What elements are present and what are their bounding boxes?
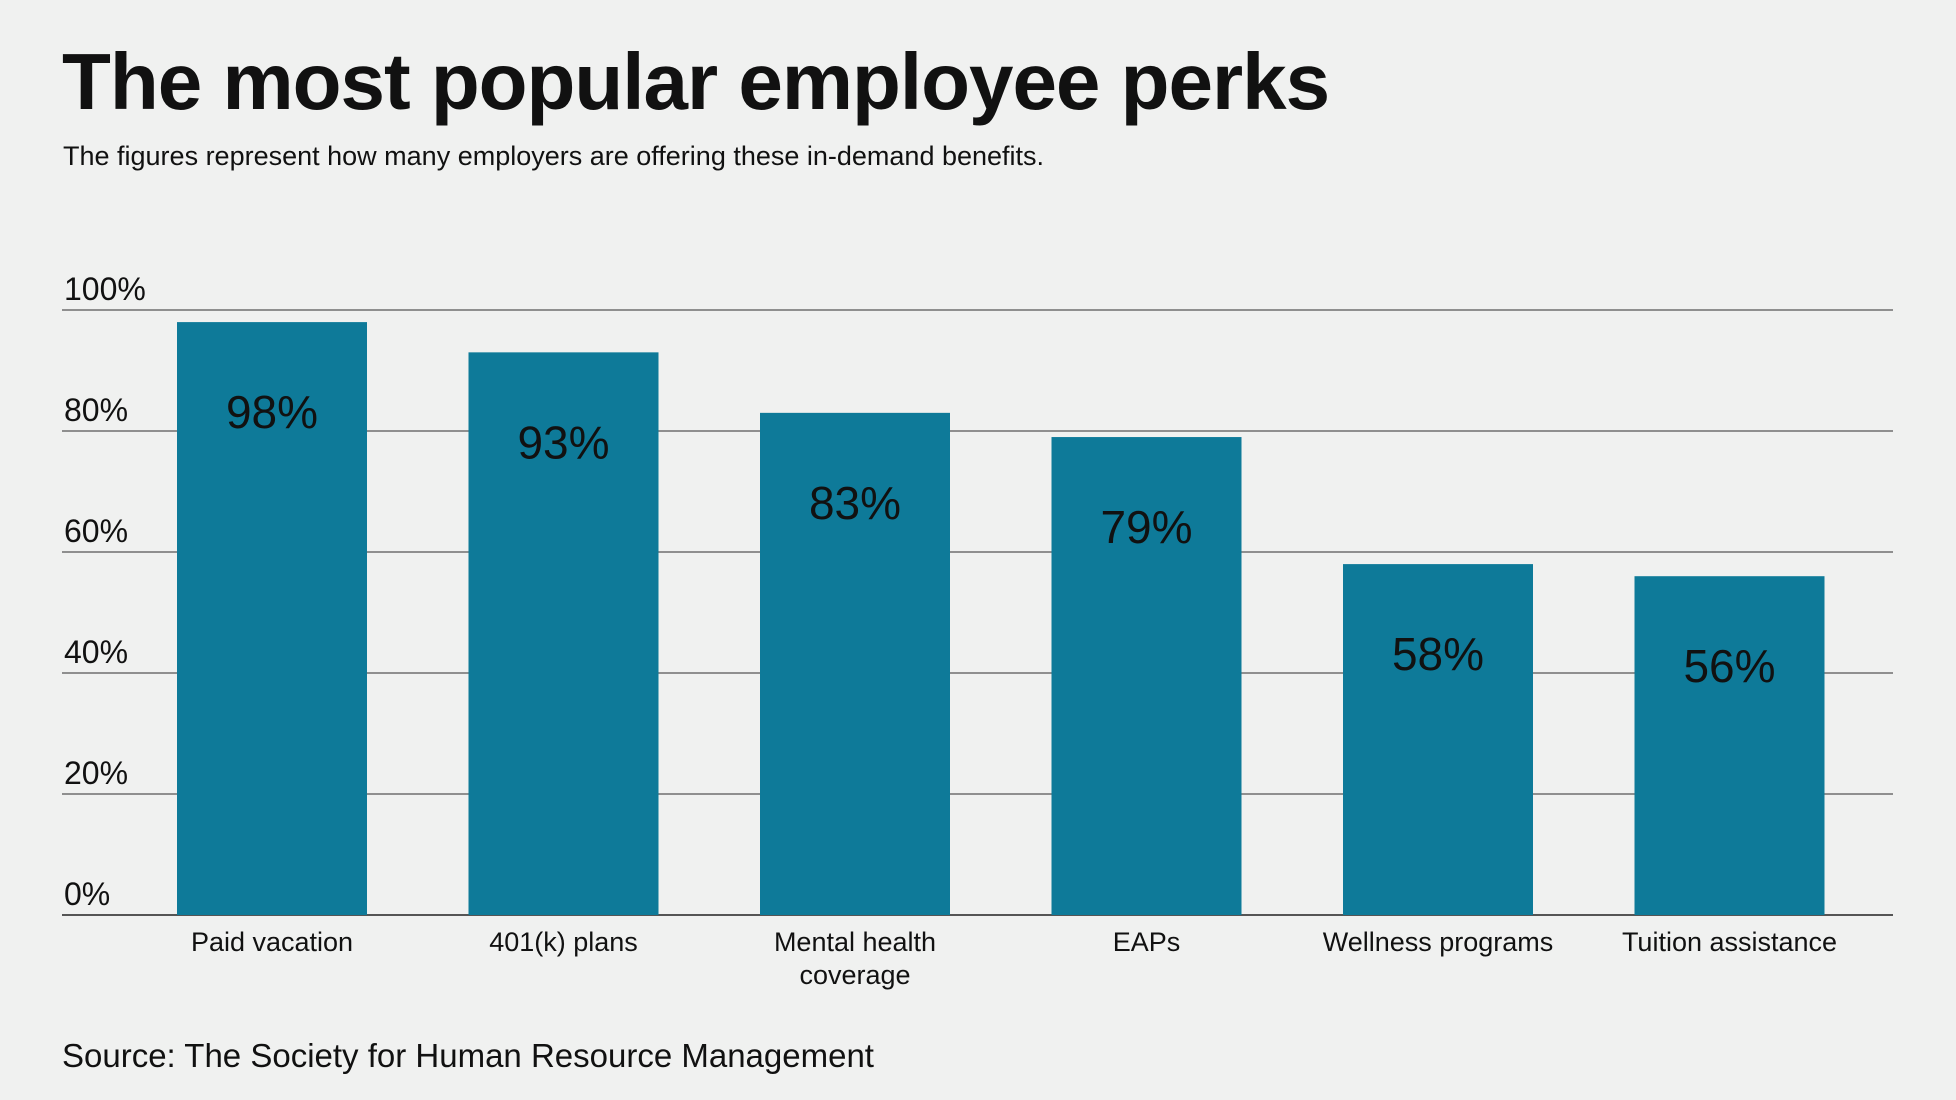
y-tick-label: 100% [64, 271, 146, 307]
data-label: 93% [517, 416, 609, 468]
y-tick-label: 20% [64, 755, 128, 791]
data-label: 79% [1100, 501, 1192, 553]
bar [760, 412, 950, 915]
category-label: 401(k) plans [489, 927, 638, 957]
bar [1051, 437, 1242, 915]
category-label: Wellness programs [1323, 927, 1554, 957]
data-label: 98% [226, 386, 318, 438]
bar [1343, 564, 1533, 915]
data-label: 56% [1683, 640, 1775, 692]
data-label: 58% [1392, 628, 1484, 680]
bar [1634, 576, 1825, 915]
chart-subtitle: The figures represent how many employers… [63, 141, 1045, 171]
chart-title: The most popular employee perks [62, 37, 1330, 126]
bar [468, 352, 659, 916]
category-label: Mental health [774, 927, 936, 957]
category-label: Paid vacation [191, 927, 353, 957]
y-tick-label: 0% [64, 876, 110, 912]
y-tick-label: 40% [64, 634, 128, 670]
y-tick-label: 80% [64, 392, 128, 428]
y-tick-label: 60% [64, 513, 128, 549]
category-label: coverage [799, 960, 910, 990]
source-note: Source: The Society for Human Resource M… [62, 1037, 874, 1074]
bar [177, 322, 367, 916]
data-label: 83% [809, 477, 901, 529]
category-label: Tuition assistance [1622, 927, 1837, 957]
category-label: EAPs [1113, 927, 1181, 957]
